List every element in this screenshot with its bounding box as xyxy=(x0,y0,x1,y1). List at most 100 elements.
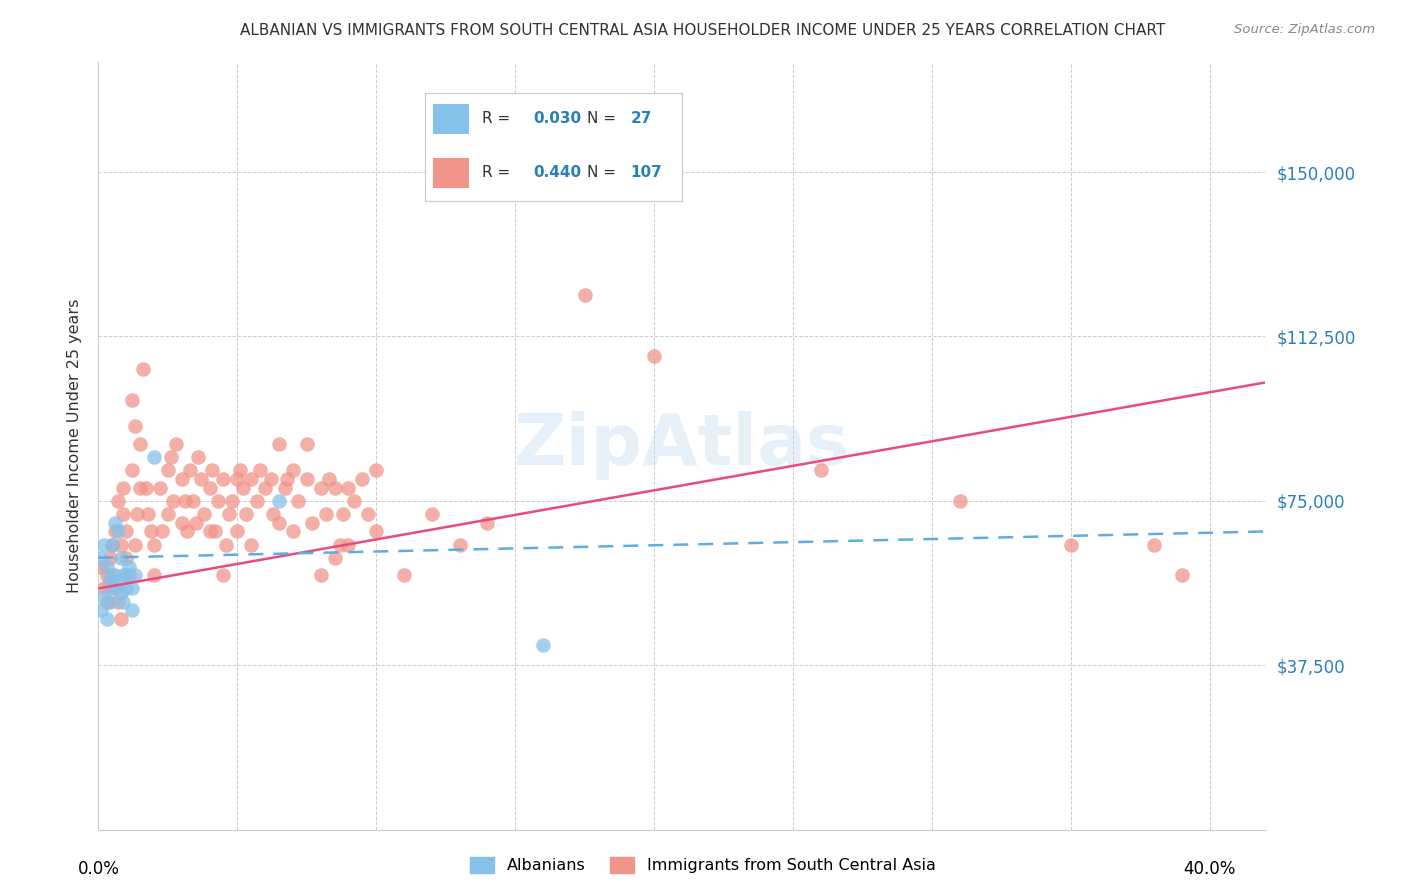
Point xyxy=(107,524,129,539)
Point xyxy=(503,174,526,188)
Point xyxy=(949,493,972,508)
Point xyxy=(221,493,243,508)
Point xyxy=(323,481,346,495)
Point xyxy=(309,481,332,495)
Point xyxy=(531,639,554,653)
Point xyxy=(337,481,360,495)
Point xyxy=(301,516,323,530)
Point xyxy=(98,594,121,608)
Point xyxy=(193,507,215,521)
Point xyxy=(127,507,149,521)
Point xyxy=(323,550,346,565)
Point xyxy=(315,507,337,521)
Point xyxy=(115,582,138,596)
Point xyxy=(329,538,352,552)
Point xyxy=(190,472,212,486)
Point xyxy=(309,568,332,582)
Point xyxy=(273,481,295,495)
Point xyxy=(107,493,129,508)
Point xyxy=(246,493,269,508)
Point xyxy=(96,594,118,608)
Point xyxy=(121,392,143,407)
Point xyxy=(449,538,471,552)
Point xyxy=(162,493,184,508)
Point xyxy=(267,516,290,530)
Point xyxy=(229,463,252,477)
Point xyxy=(104,582,127,596)
Text: ALBANIAN VS IMMIGRANTS FROM SOUTH CENTRAL ASIA HOUSEHOLDER INCOME UNDER 25 YEARS: ALBANIAN VS IMMIGRANTS FROM SOUTH CENTRA… xyxy=(240,23,1166,38)
Point xyxy=(215,538,238,552)
Point xyxy=(118,568,141,582)
Point xyxy=(98,550,121,565)
Point xyxy=(104,568,127,582)
Point xyxy=(260,472,283,486)
Point xyxy=(226,524,249,539)
Point xyxy=(148,481,170,495)
Point xyxy=(110,612,132,626)
Point xyxy=(143,538,166,552)
Point xyxy=(477,516,499,530)
Point xyxy=(98,573,121,587)
Point xyxy=(212,568,235,582)
Point xyxy=(173,493,195,508)
Point xyxy=(1060,538,1083,552)
Point xyxy=(101,538,124,552)
Point xyxy=(112,481,135,495)
Point xyxy=(176,524,198,539)
Point xyxy=(267,437,290,451)
Point xyxy=(218,507,240,521)
Point xyxy=(198,524,221,539)
Point xyxy=(276,472,298,486)
Point xyxy=(212,472,235,486)
Point xyxy=(295,472,318,486)
Point xyxy=(267,493,290,508)
Point xyxy=(204,524,226,539)
Point xyxy=(262,507,284,521)
Point xyxy=(90,603,112,617)
Point xyxy=(124,538,146,552)
Point xyxy=(143,568,166,582)
Point xyxy=(165,437,187,451)
Point xyxy=(574,287,596,301)
Point xyxy=(101,568,124,582)
Point xyxy=(232,481,254,495)
Point xyxy=(249,463,271,477)
Y-axis label: Householder Income Under 25 years: Householder Income Under 25 years xyxy=(67,299,83,593)
Point xyxy=(115,568,138,582)
Point xyxy=(98,577,121,591)
Point xyxy=(366,463,388,477)
Point xyxy=(240,538,263,552)
Point xyxy=(118,559,141,574)
Point xyxy=(124,419,146,434)
Text: ZipAtlas: ZipAtlas xyxy=(515,411,849,481)
Point xyxy=(179,463,201,477)
Point xyxy=(810,463,832,477)
Point xyxy=(107,577,129,591)
Text: 0.0%: 0.0% xyxy=(77,860,120,879)
Point xyxy=(181,493,204,508)
Point xyxy=(112,594,135,608)
Point xyxy=(115,550,138,565)
Point xyxy=(357,507,380,521)
Point xyxy=(132,362,155,376)
Point xyxy=(287,493,309,508)
Point xyxy=(138,507,160,521)
Point xyxy=(254,481,277,495)
Point xyxy=(107,594,129,608)
Point xyxy=(366,524,388,539)
Point xyxy=(90,550,112,565)
Text: Source: ZipAtlas.com: Source: ZipAtlas.com xyxy=(1234,23,1375,37)
Point xyxy=(110,550,132,565)
Point xyxy=(337,538,360,552)
Point xyxy=(104,524,127,539)
Point xyxy=(110,586,132,600)
Text: 40.0%: 40.0% xyxy=(1184,860,1236,879)
Point xyxy=(90,559,112,574)
Point xyxy=(112,568,135,582)
Point xyxy=(198,481,221,495)
Point xyxy=(112,507,135,521)
Point xyxy=(170,472,193,486)
Point xyxy=(93,538,115,552)
Point xyxy=(96,612,118,626)
Point xyxy=(235,507,257,521)
